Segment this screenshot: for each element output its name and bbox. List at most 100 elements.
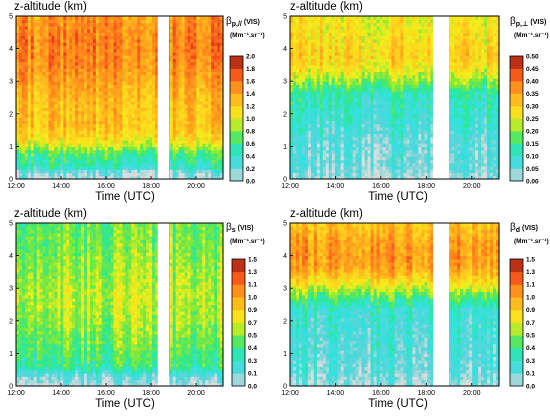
heatmap-cell [86, 97, 91, 102]
heatmap-cell [33, 90, 38, 95]
heatmap-cell [30, 120, 35, 125]
heatmap-cell [149, 45, 153, 50]
heatmap-cell [89, 126, 94, 131]
heatmap-cell [107, 16, 112, 20]
heatmap-cell [63, 90, 67, 95]
heatmap-cell [116, 58, 121, 63]
heatmap-cell [154, 104, 159, 108]
heatmap-cell [205, 16, 209, 20]
heatmap-cell [101, 90, 106, 95]
heatmap-cell [199, 81, 203, 86]
heatmap-cell [184, 77, 189, 82]
heatmap-cell [193, 104, 197, 108]
heatmap-cell [187, 107, 192, 112]
heatmap-cell [125, 51, 129, 56]
heatmap-cell [54, 104, 58, 108]
heatmap-cell [39, 77, 44, 82]
heatmap-cell [24, 110, 29, 115]
heatmap-cell [66, 22, 70, 27]
heatmap-cell [187, 120, 192, 125]
heatmap-cell [24, 61, 29, 66]
heatmap-cell [214, 165, 218, 170]
heatmap-cell [33, 126, 38, 131]
heatmap-cell [140, 133, 144, 138]
heatmap-cell [134, 126, 138, 131]
heatmap-cell [54, 71, 58, 76]
heatmap-cell [193, 94, 197, 99]
heatmap-cell [51, 130, 56, 134]
heatmap-cell [220, 175, 224, 180]
heatmap-cell [152, 110, 156, 115]
heatmap-cell [220, 61, 224, 66]
heatmap-cell [45, 58, 50, 63]
heatmap-cell [104, 162, 109, 167]
heatmap-cell [152, 159, 156, 164]
heatmap-cell [84, 113, 88, 118]
heatmap-cell [152, 175, 156, 180]
heatmap-cell [187, 110, 192, 115]
heatmap-cell [184, 117, 189, 121]
heatmap-cell [220, 71, 224, 76]
heatmap-cell [175, 84, 180, 89]
heatmap-cell [134, 42, 138, 46]
heatmap-cell [187, 100, 192, 105]
heatmap-cell [42, 133, 47, 138]
heatmap-cell [122, 94, 127, 99]
heatmap-cell [60, 169, 64, 174]
heatmap-cell [95, 100, 100, 105]
heatmap-cell [122, 64, 127, 69]
heatmap-cell [290, 19, 294, 24]
heatmap-cell [27, 55, 32, 59]
heatmap-cell [169, 136, 174, 141]
heatmap-cell [137, 165, 141, 170]
heatmap-cell [110, 38, 115, 43]
colorbar-tick-label: 0.0 [246, 178, 255, 185]
heatmap-cell [125, 68, 129, 73]
heatmap-cell [89, 133, 94, 138]
heatmap-cell [51, 16, 56, 20]
heatmap-cell [39, 94, 44, 99]
heatmap-cell [184, 169, 189, 174]
heatmap-cell [175, 123, 180, 128]
heatmap-cell [178, 84, 183, 89]
heatmap-cell [181, 35, 186, 40]
heatmap-cell [125, 22, 129, 27]
heatmap-cell [205, 29, 209, 33]
heatmap-cell [84, 162, 88, 167]
heatmap-cell [110, 35, 115, 40]
heatmap-cell [143, 64, 147, 69]
heatmap-cell [33, 149, 38, 154]
panel-title: z-altitude (km) [14, 1, 87, 13]
heatmap-cell [131, 123, 135, 128]
heatmap-cell [140, 100, 144, 105]
heatmap-cell [217, 104, 221, 108]
heatmap-cell [199, 45, 203, 50]
heatmap-cell [190, 64, 195, 69]
heatmap-cell [36, 61, 41, 66]
heatmap-cell [125, 32, 129, 37]
heatmap-cell [18, 139, 23, 144]
heatmap-cell [86, 162, 91, 167]
heatmap-cell [24, 84, 29, 89]
heatmap-cell [113, 77, 118, 82]
heatmap-cell [63, 169, 67, 174]
heatmap-cell [128, 139, 132, 144]
heatmap-cell [24, 143, 29, 147]
heatmap-cell [205, 90, 209, 95]
heatmap-cell [48, 42, 53, 46]
heatmap-cell [24, 35, 29, 40]
heatmap-cell [172, 110, 177, 115]
heatmap-cell [63, 81, 67, 86]
heatmap-cell [63, 61, 67, 66]
heatmap-cell [66, 139, 70, 144]
heatmap-cell [140, 156, 144, 161]
heatmap-cell [27, 139, 32, 144]
heatmap-cell [39, 45, 44, 50]
heatmap-cell [211, 71, 215, 76]
heatmap-cell [187, 48, 192, 53]
heatmap-cell [24, 156, 29, 161]
heatmap-cell [84, 16, 88, 20]
heatmap-cell [81, 94, 85, 99]
heatmap-cell [42, 35, 47, 40]
heatmap-cell [292, 126, 297, 131]
